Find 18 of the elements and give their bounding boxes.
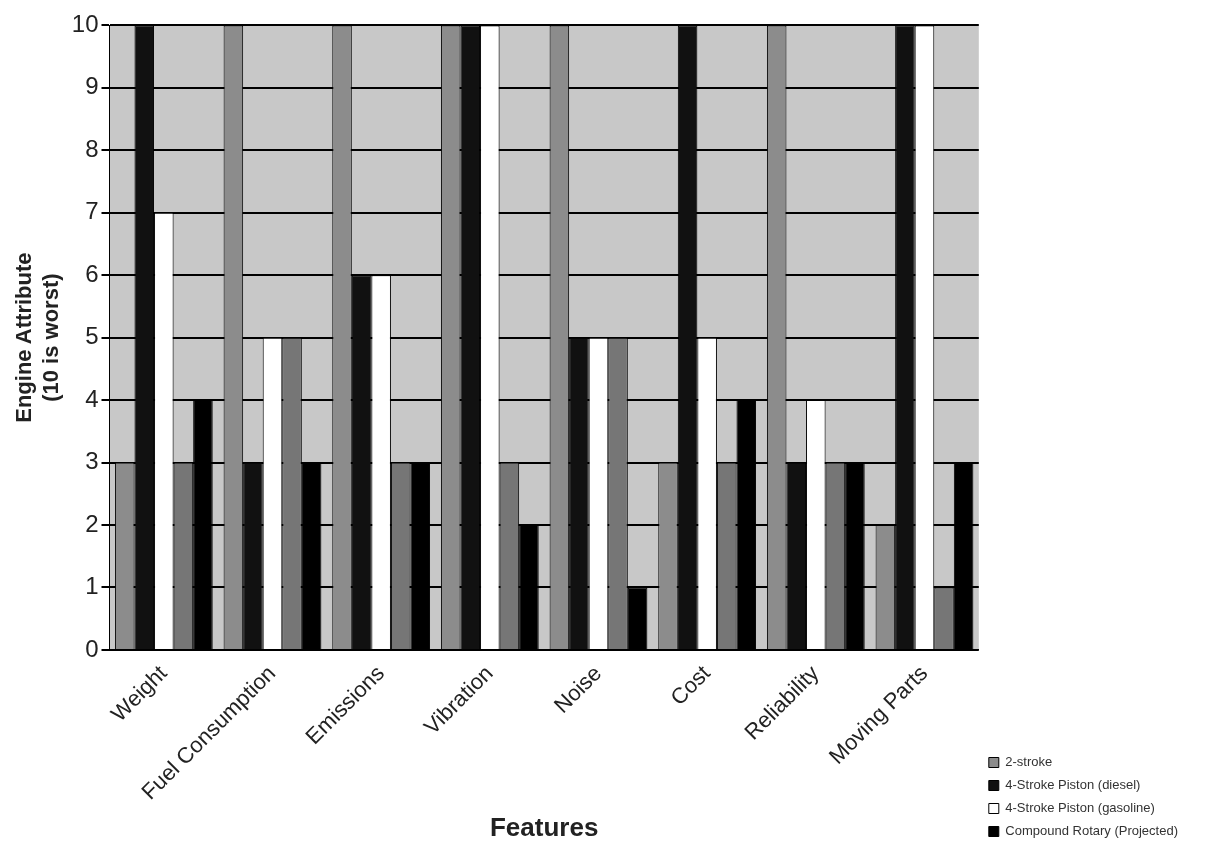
x-axis-title: Features: [489, 811, 599, 842]
y-tick-label: 7: [85, 197, 99, 225]
y-tick-label: 5: [85, 322, 99, 350]
y-tick-label: 2: [85, 509, 99, 537]
x-tick-label: Cost: [665, 660, 715, 711]
legend-label: 4-Stroke Piston (gasoline): [1005, 800, 1155, 816]
y-axis-title: Engine Attribute (10 is worst): [11, 252, 63, 423]
legend-label: 2-stroke: [1005, 754, 1053, 770]
y-tick-label: 6: [85, 259, 99, 287]
y-tick-label: 3: [85, 447, 99, 475]
y-tick-label: 1: [85, 572, 99, 600]
legend-label: Compound Rotary (Projected): [1005, 823, 1179, 839]
legend-label: 4-Stroke Piston (diesel): [1005, 777, 1141, 793]
y-tick-label: 9: [85, 72, 99, 100]
y-tick-label: 0: [85, 634, 99, 662]
y-tick-label: 4: [85, 384, 99, 412]
y-tick-label: 10: [71, 10, 99, 38]
y-tick-label: 8: [85, 134, 99, 162]
